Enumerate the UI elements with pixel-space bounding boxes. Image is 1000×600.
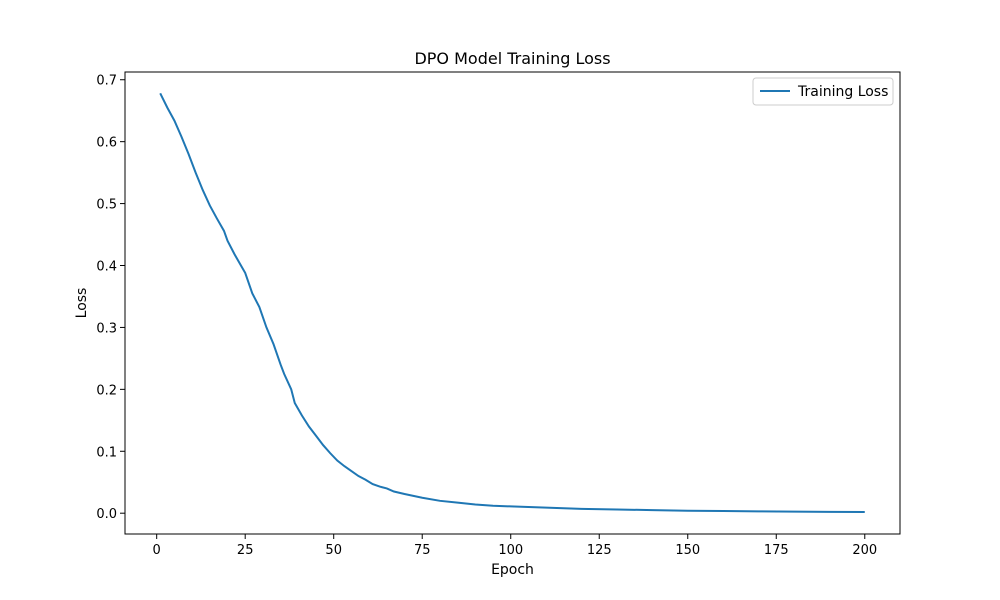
y-tick-label: 0.0 xyxy=(96,507,117,522)
y-tick-label: 0.7 xyxy=(96,74,117,89)
x-tick-label: 100 xyxy=(498,543,523,558)
y-tick-label: 0.2 xyxy=(96,383,117,398)
y-tick-label: 0.3 xyxy=(96,321,117,336)
x-axis-ticks: 0 25 50 75 100 125 150 175 200 xyxy=(153,534,877,558)
x-tick-label: 50 xyxy=(325,543,342,558)
y-tick-label: 0.4 xyxy=(96,260,117,275)
y-axis-label: Loss xyxy=(74,288,90,319)
legend-box xyxy=(752,77,894,106)
x-tick-label: 25 xyxy=(237,543,254,558)
chart-title: DPO Model Training Loss xyxy=(414,49,610,68)
plot-area xyxy=(124,71,901,535)
legend: Training Loss xyxy=(752,77,894,106)
legend-label: Training Loss xyxy=(797,84,888,100)
series-line-training-loss xyxy=(159,92,865,513)
x-tick-label: 75 xyxy=(414,543,431,558)
x-tick-label: 150 xyxy=(675,543,700,558)
x-axis-label: Epoch xyxy=(491,562,534,578)
x-tick-label: 175 xyxy=(764,543,789,558)
y-tick-label: 0.1 xyxy=(96,445,117,460)
y-tick-label: 0.6 xyxy=(96,136,117,151)
x-tick-label: 0 xyxy=(153,543,161,558)
y-axis-ticks: 0.0 0.1 0.2 0.3 0.4 0.5 0.6 0.7 xyxy=(96,74,125,522)
y-tick-label: 0.5 xyxy=(96,198,117,213)
x-tick-label: 200 xyxy=(852,543,877,558)
x-tick-label: 125 xyxy=(587,543,612,558)
